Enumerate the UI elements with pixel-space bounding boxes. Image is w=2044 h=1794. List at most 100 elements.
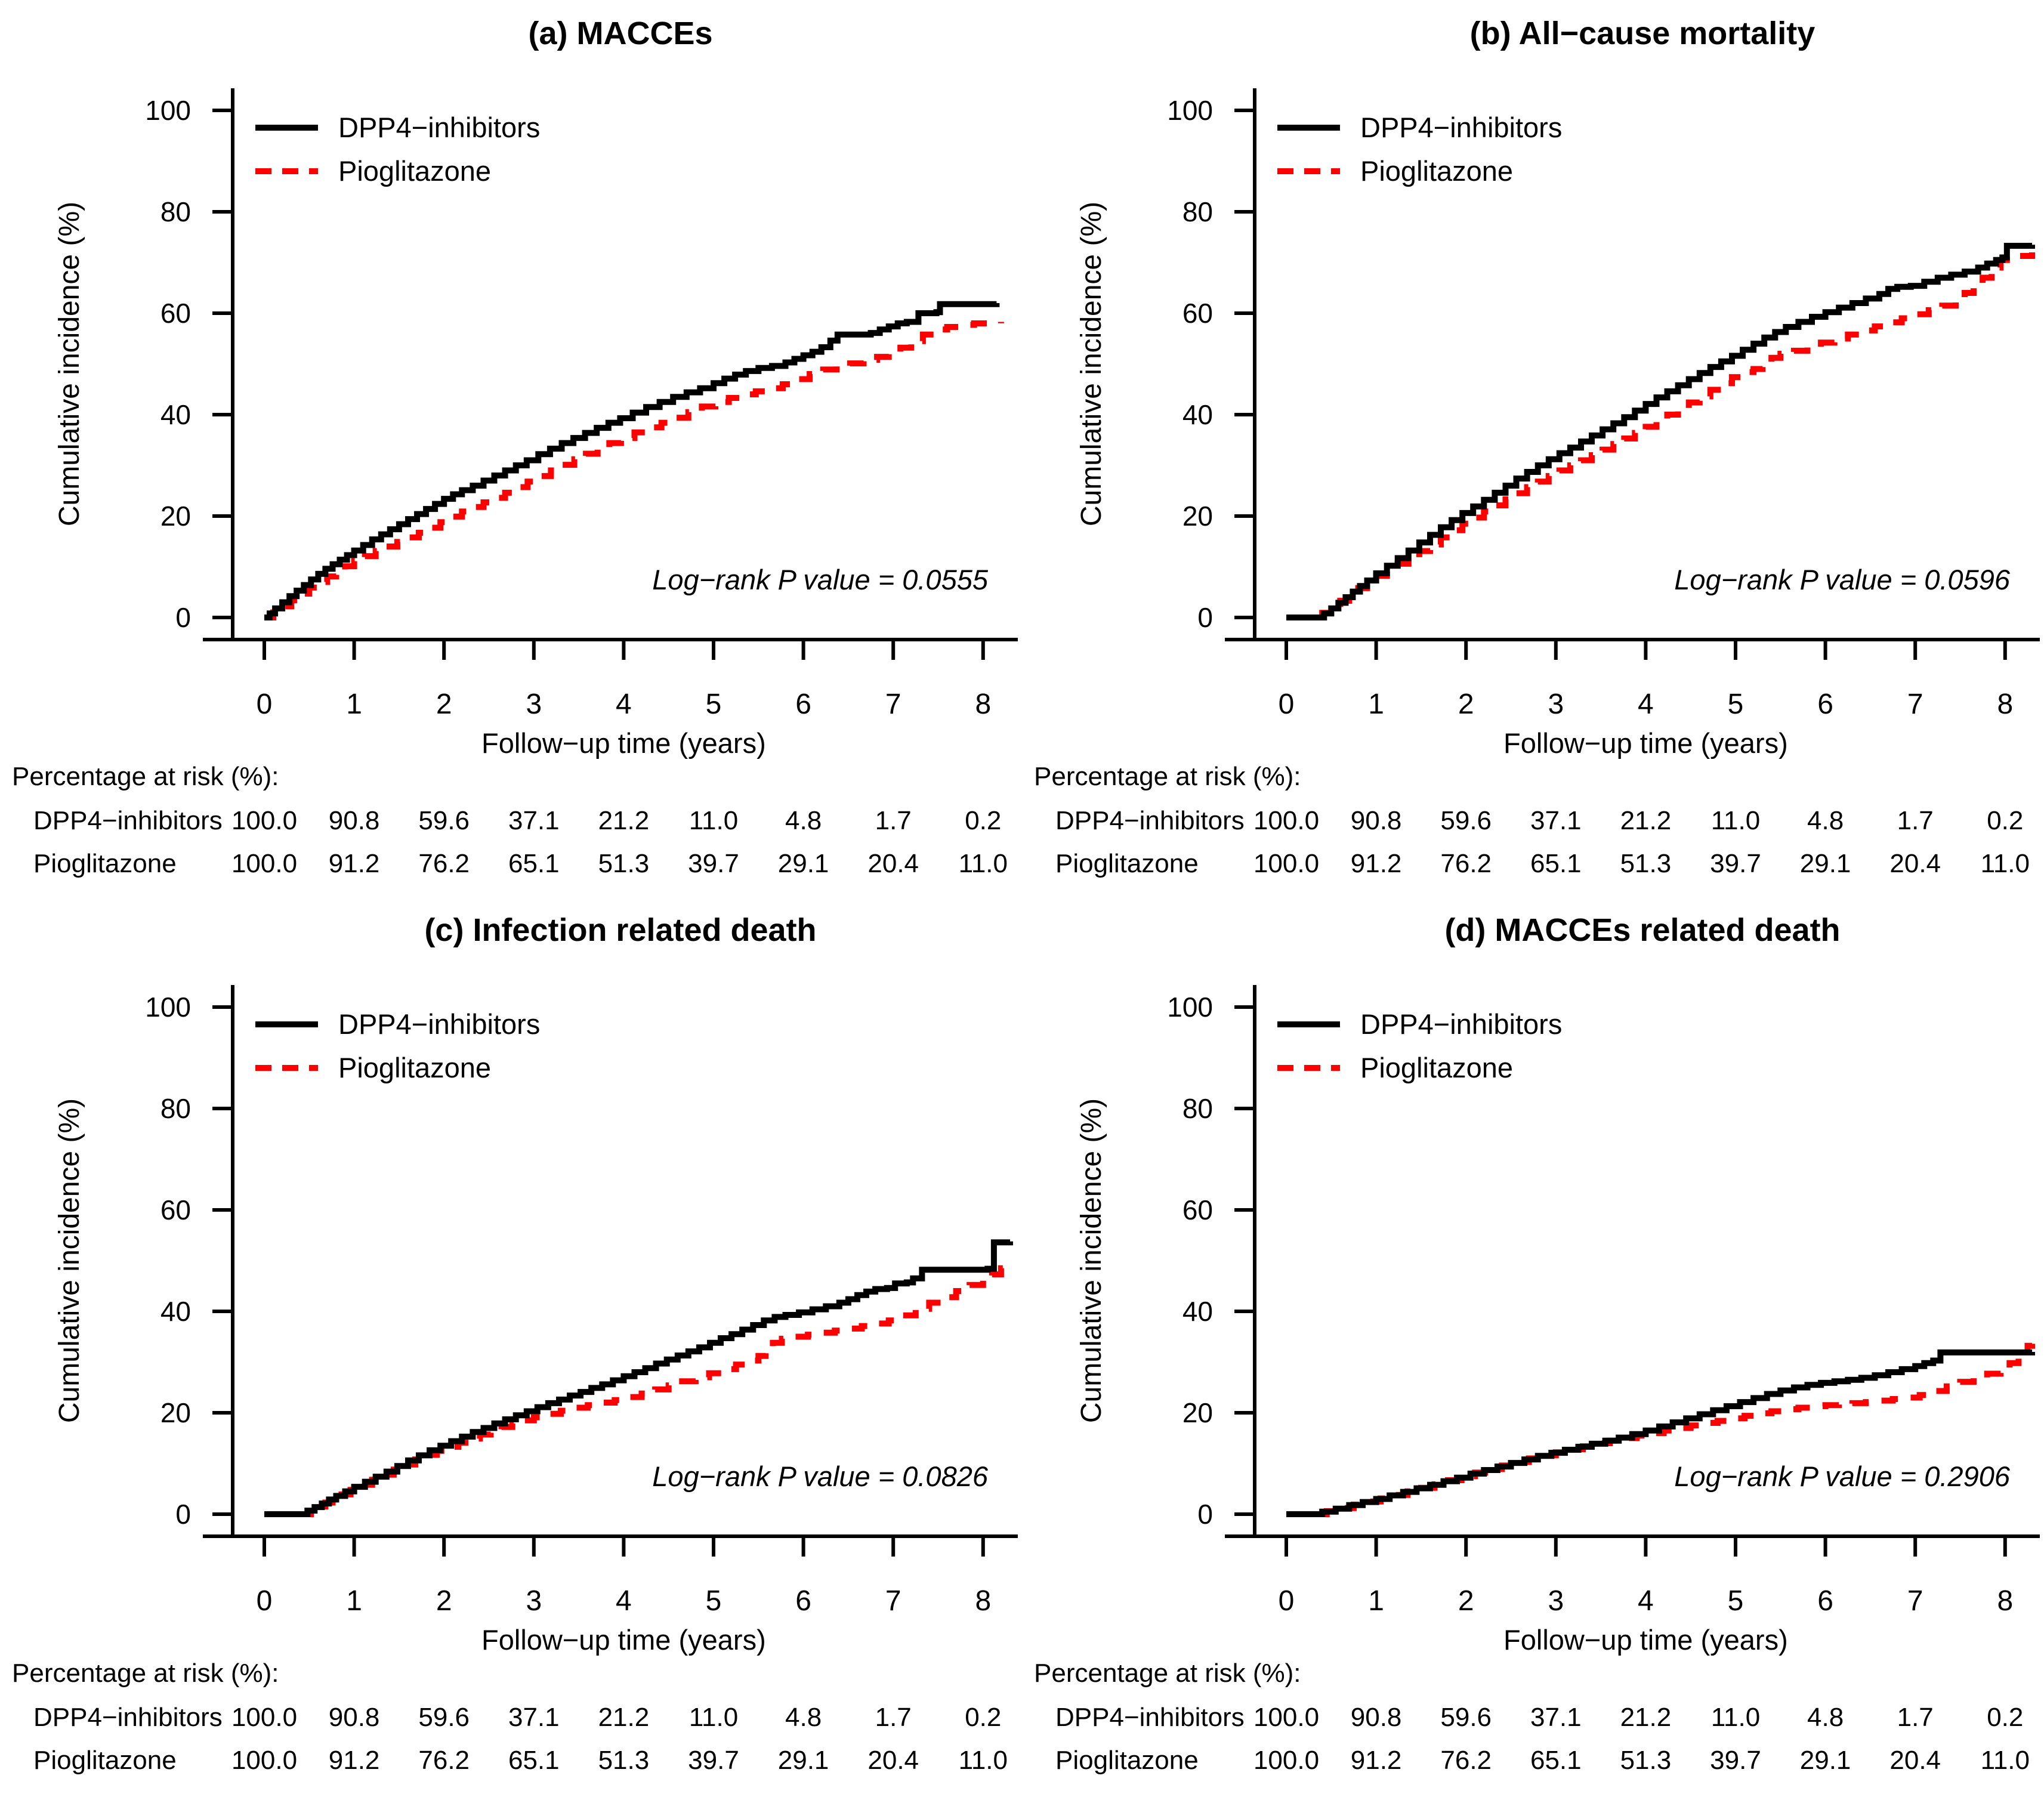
panel-title: (a) MACCEs [528,16,712,51]
risk-table-value: 91.2 [1351,849,1402,878]
log-rank-p-value: Log−rank P value = 0.0555 [652,564,989,595]
risk-table-value: 1.7 [1897,1703,1934,1732]
km-chart-infection-related-death: (c) Infection related death Cumulative in… [0,897,1022,1793]
risk-table-value: 11.0 [1711,806,1760,835]
x-axis-title: Follow−up time (years) [1503,727,1788,759]
risk-table-value: 11.0 [1981,1746,2030,1775]
x-tick-label: 5 [706,1585,722,1617]
risk-table-value: 0.2 [965,1703,1001,1732]
risk-table-value: 100.0 [231,806,297,835]
risk-table-value: 1.7 [1897,806,1934,835]
x-axis-title: Follow−up time (years) [481,1624,766,1656]
x-tick-label: 8 [975,688,991,720]
y-tick-label: 60 [1182,298,1213,329]
y-tick-label: 80 [160,1093,191,1124]
panel-d: (d) MACCEs related death Cumulative incid… [1022,897,2044,1793]
risk-table-value: 76.2 [418,849,470,878]
panel-title: (c) Infection related death [424,912,816,948]
legend-label-dpp4: DPP4−inhibitors [1360,112,1562,143]
x-tick-label: 3 [1548,1585,1564,1617]
risk-table-value: 11.0 [1711,1703,1760,1732]
risk-table-value: 0.2 [965,806,1001,835]
x-tick-label: 6 [795,688,811,720]
risk-table-value: 90.8 [329,806,380,835]
curve-dpp4-inhibitors [1286,1349,2035,1517]
risk-table-row-label: Pioglitazone [1055,1746,1199,1775]
x-tick-label: 8 [1997,1585,2013,1617]
risk-table-value: 39.7 [688,1746,739,1775]
risk-table-value: 21.2 [598,806,650,835]
x-axis-title: Follow−up time (years) [481,727,766,759]
x-axis-title: Follow−up time (years) [1503,1624,1788,1656]
legend-label-dpp4: DPP4−inhibitors [1360,1008,1562,1040]
legend-label-pioglitazone: Pioglitazone [1360,155,1513,187]
risk-table-value: 91.2 [329,849,380,878]
y-tick-label: 80 [1182,196,1213,227]
y-tick-label: 100 [145,95,191,126]
risk-table-value: 20.4 [867,849,919,878]
km-chart-macces-related-death: (d) MACCEs related death Cumulative incid… [1022,897,2044,1793]
risk-table-value: 11.0 [959,849,1008,878]
risk-table-value: 90.8 [1351,806,1402,835]
risk-table-value: 91.2 [1351,1746,1402,1775]
risk-table-value: 11.0 [1981,849,2030,878]
risk-table-header: Percentage at risk (%): [12,762,279,791]
risk-table-value: 39.7 [1710,1746,1761,1775]
risk-table-value: 20.4 [1889,849,1941,878]
y-tick-label: 0 [1197,1499,1213,1530]
risk-table-value: 29.1 [1800,849,1851,878]
curve-dpp4-inhibitors [264,301,1000,620]
y-tick-label: 0 [175,1499,191,1530]
risk-table-value: 65.1 [508,1746,560,1775]
x-tick-label: 6 [1817,688,1833,720]
risk-table-value: 51.3 [1620,1746,1672,1775]
x-tick-label: 0 [1279,1585,1295,1617]
risk-table-value: 39.7 [1710,849,1761,878]
y-tick-label: 100 [145,992,191,1023]
risk-table-value: 0.2 [1987,1703,2023,1732]
risk-table-value: 0.2 [1987,806,2023,835]
x-tick-label: 7 [1907,688,1923,720]
x-tick-label: 3 [526,688,542,720]
x-tick-label: 7 [885,688,901,720]
curve-dpp4-inhibitors [1286,243,2035,620]
risk-table-value: 39.7 [688,849,739,878]
risk-table-value: 4.8 [785,1703,822,1732]
y-tick-label: 0 [175,602,191,633]
y-tick-label: 100 [1167,992,1213,1023]
risk-table-value: 100.0 [1253,806,1319,835]
risk-table-value: 37.1 [1530,806,1582,835]
y-tick-label: 40 [1182,1296,1213,1327]
y-tick-label: 40 [160,1296,191,1327]
y-tick-label: 20 [160,1397,191,1428]
risk-table-value: 51.3 [598,1746,650,1775]
risk-table-row-label: DPP4−inhibitors [1055,806,1245,835]
x-tick-label: 0 [257,688,273,720]
legend-label-pioglitazone: Pioglitazone [1360,1052,1513,1083]
log-rank-p-value: Log−rank P value = 0.2906 [1674,1460,2011,1492]
x-tick-label: 3 [1548,688,1564,720]
y-tick-label: 0 [1197,602,1213,633]
risk-table-value: 4.8 [785,806,822,835]
risk-table-value: 4.8 [1807,1703,1844,1732]
y-axis-title: Cumulative incidence (%) [1076,1098,1107,1423]
y-axis-title: Cumulative incidence (%) [54,202,85,526]
x-tick-label: 1 [1368,1585,1384,1617]
panel-title: (b) All−cause mortality [1470,16,1815,51]
risk-table-value: 65.1 [1530,849,1582,878]
x-tick-label: 2 [436,688,452,720]
x-tick-label: 7 [885,1585,901,1617]
y-tick-label: 60 [1182,1194,1213,1225]
risk-table-value: 100.0 [231,1746,297,1775]
x-tick-label: 5 [706,688,722,720]
x-tick-label: 0 [1279,688,1295,720]
curve-pioglitazone [264,320,1004,620]
risk-table-value: 21.2 [598,1703,650,1732]
y-tick-label: 20 [1182,1397,1213,1428]
risk-table-value: 100.0 [1253,1703,1319,1732]
log-rank-p-value: Log−rank P value = 0.0826 [652,1460,989,1492]
risk-table-value: 59.6 [418,1703,470,1732]
risk-table-row-label: DPP4−inhibitors [1055,1703,1245,1732]
risk-table-value: 4.8 [1807,806,1844,835]
